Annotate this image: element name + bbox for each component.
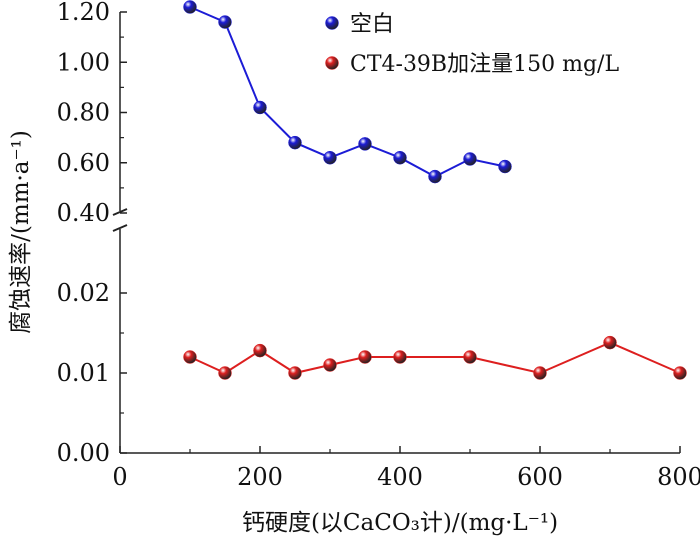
legend: 空白 CT4-39B加注量150 mg/L <box>325 12 619 77</box>
y-axis-title: 腐蚀速率/(mm·a⁻¹) <box>8 130 34 334</box>
series-line-0 <box>189 6 506 178</box>
x-tick-label: 0 <box>112 463 127 491</box>
data-point <box>218 15 232 29</box>
data-point <box>183 350 197 364</box>
series-layer <box>183 0 687 380</box>
data-point <box>393 150 407 165</box>
legend-marker <box>325 56 339 70</box>
data-point <box>603 335 617 350</box>
y-tick-label: 0.80 <box>57 99 110 127</box>
y-tick-label: 0.60 <box>57 149 110 177</box>
x-tick-label: 400 <box>377 463 423 491</box>
data-point <box>253 343 267 358</box>
legend-label: 空白 <box>350 12 394 37</box>
axes: 0 200 400 600 800 0.00 0.01 0.02 0.40 0.60 0.80 1.0… <box>57 0 700 491</box>
data-point <box>218 366 232 380</box>
legend-marker <box>325 16 339 30</box>
data-point <box>288 135 302 150</box>
y-tick-label: 0.01 <box>57 359 110 387</box>
axis-break-mark <box>112 208 128 216</box>
legend-label: CT4-39B加注量150 mg/L <box>350 52 619 77</box>
data-point <box>288 366 302 380</box>
data-point <box>673 366 687 380</box>
axis-break-mark <box>112 224 128 232</box>
data-point <box>533 366 547 380</box>
data-point <box>253 100 267 115</box>
y-tick-label: 1.00 <box>57 48 110 76</box>
data-point <box>323 358 337 372</box>
x-axis-title: 钙硬度(以CaCO₃计)/(mg·L⁻¹) <box>242 510 558 536</box>
y-tick-label: 0.02 <box>57 279 110 307</box>
data-point <box>358 137 372 151</box>
data-point <box>428 169 442 184</box>
x-tick-label: 200 <box>237 463 283 491</box>
data-point <box>323 150 337 165</box>
data-point <box>358 350 372 364</box>
y-tick-label: 0.40 <box>57 199 110 227</box>
data-point <box>463 350 477 364</box>
y-tick-label: 0.00 <box>57 439 110 467</box>
x-tick-label: 800 <box>657 463 700 491</box>
data-point <box>393 350 407 364</box>
y-tick-label: 1.20 <box>57 0 110 26</box>
data-point <box>183 0 197 14</box>
x-tick-label: 600 <box>517 463 563 491</box>
data-point <box>463 152 477 166</box>
data-point <box>498 159 512 174</box>
